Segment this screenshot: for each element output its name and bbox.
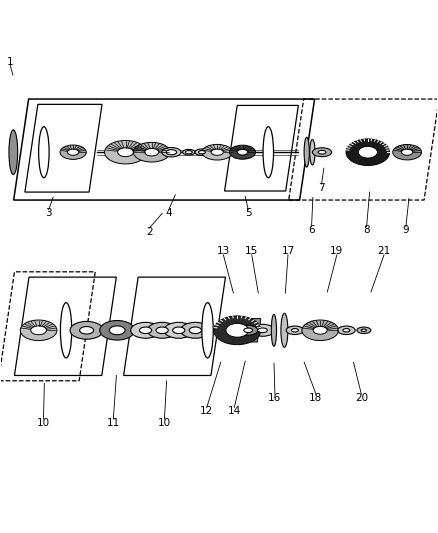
Ellipse shape <box>226 324 249 337</box>
Text: 6: 6 <box>308 225 315 236</box>
Ellipse shape <box>202 144 233 160</box>
Ellipse shape <box>230 145 256 159</box>
Text: 12: 12 <box>200 406 213 416</box>
Text: 14: 14 <box>228 406 241 416</box>
Ellipse shape <box>20 320 57 341</box>
Ellipse shape <box>291 328 298 332</box>
Ellipse shape <box>100 320 134 340</box>
Ellipse shape <box>313 326 327 334</box>
Ellipse shape <box>173 327 185 334</box>
Ellipse shape <box>202 303 213 358</box>
Ellipse shape <box>312 148 332 157</box>
Text: 9: 9 <box>403 225 409 236</box>
Text: 8: 8 <box>363 225 370 236</box>
Ellipse shape <box>166 150 177 155</box>
Text: 1: 1 <box>7 57 14 67</box>
Ellipse shape <box>357 327 371 334</box>
Text: 7: 7 <box>318 183 325 193</box>
Ellipse shape <box>343 328 350 332</box>
Ellipse shape <box>134 142 170 162</box>
Ellipse shape <box>156 327 168 334</box>
Ellipse shape <box>110 326 125 335</box>
Ellipse shape <box>393 144 421 160</box>
Text: 11: 11 <box>107 418 120 429</box>
Ellipse shape <box>358 147 378 158</box>
Ellipse shape <box>189 327 201 334</box>
Ellipse shape <box>263 127 274 177</box>
Ellipse shape <box>214 316 261 345</box>
Ellipse shape <box>9 130 18 174</box>
Ellipse shape <box>31 326 46 335</box>
Ellipse shape <box>251 325 275 336</box>
Ellipse shape <box>39 127 49 177</box>
Ellipse shape <box>180 322 210 338</box>
Text: 20: 20 <box>355 393 368 403</box>
Ellipse shape <box>211 149 223 155</box>
Ellipse shape <box>80 327 94 334</box>
Ellipse shape <box>185 151 192 154</box>
Ellipse shape <box>215 327 229 334</box>
Text: 18: 18 <box>309 393 322 403</box>
Ellipse shape <box>145 149 159 156</box>
Ellipse shape <box>118 148 134 157</box>
Ellipse shape <box>198 151 205 154</box>
Ellipse shape <box>131 322 160 338</box>
Ellipse shape <box>318 150 326 154</box>
Ellipse shape <box>219 329 225 332</box>
Ellipse shape <box>302 320 339 341</box>
Ellipse shape <box>164 322 194 338</box>
Ellipse shape <box>304 138 309 167</box>
Ellipse shape <box>271 314 276 346</box>
Ellipse shape <box>105 141 146 164</box>
Text: 10: 10 <box>37 418 50 429</box>
Text: 2: 2 <box>146 227 152 237</box>
Text: 15: 15 <box>245 246 258 255</box>
Text: 4: 4 <box>166 208 172 219</box>
Ellipse shape <box>60 303 72 358</box>
Ellipse shape <box>258 328 267 333</box>
Text: 3: 3 <box>46 208 52 219</box>
Ellipse shape <box>60 145 86 159</box>
Text: 13: 13 <box>217 246 230 255</box>
Ellipse shape <box>346 139 390 165</box>
Text: 21: 21 <box>378 246 391 255</box>
Text: 17: 17 <box>281 246 295 255</box>
Ellipse shape <box>338 326 355 335</box>
Ellipse shape <box>195 149 209 156</box>
Ellipse shape <box>310 140 315 165</box>
Ellipse shape <box>244 328 253 333</box>
Ellipse shape <box>237 149 248 155</box>
Ellipse shape <box>70 321 103 339</box>
Text: 16: 16 <box>268 393 282 403</box>
Ellipse shape <box>162 148 181 157</box>
Ellipse shape <box>281 313 288 348</box>
Text: 19: 19 <box>330 246 343 255</box>
Text: 5: 5 <box>245 208 251 219</box>
Text: 10: 10 <box>158 418 171 429</box>
Ellipse shape <box>147 322 177 338</box>
Ellipse shape <box>139 327 152 334</box>
Polygon shape <box>244 319 261 342</box>
Ellipse shape <box>361 329 367 332</box>
Ellipse shape <box>286 326 304 335</box>
Ellipse shape <box>239 325 258 335</box>
Ellipse shape <box>402 149 413 155</box>
Ellipse shape <box>183 149 195 155</box>
Ellipse shape <box>67 149 79 155</box>
